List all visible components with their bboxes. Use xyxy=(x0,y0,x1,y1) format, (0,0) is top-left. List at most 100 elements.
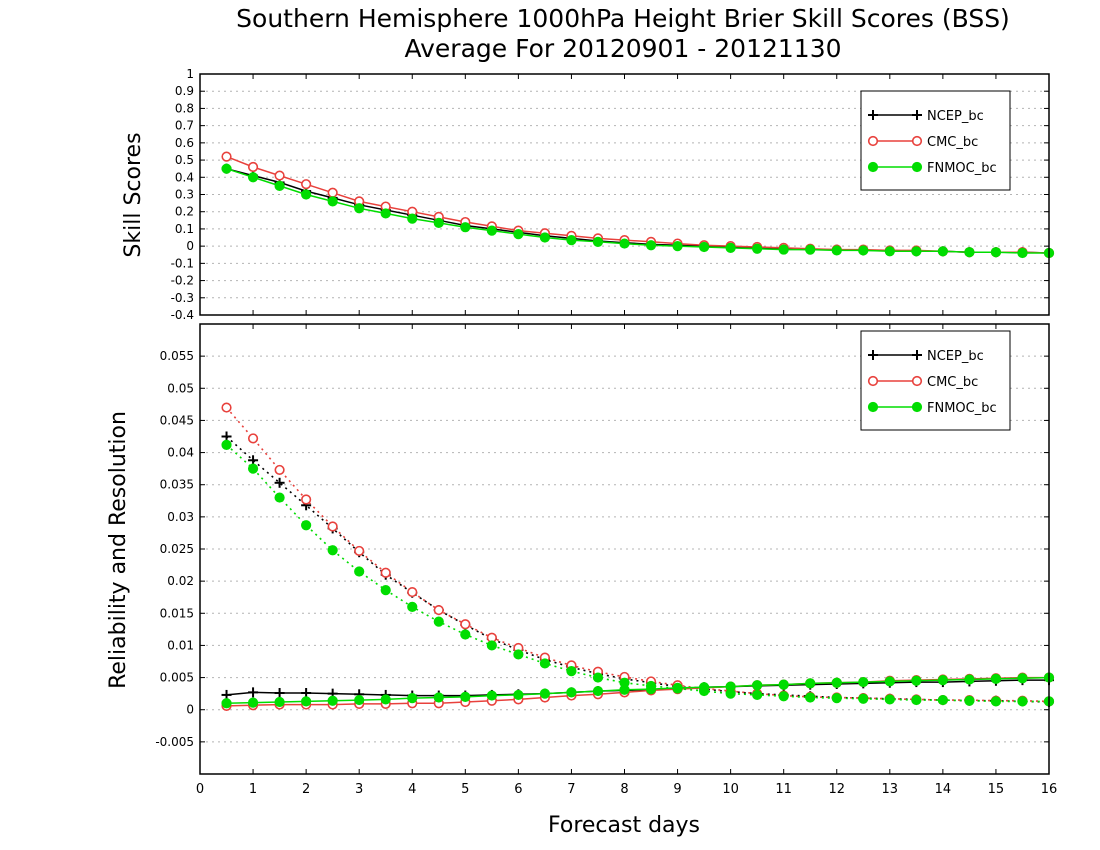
data-point xyxy=(327,521,338,532)
data-point xyxy=(486,640,497,651)
data-point xyxy=(884,246,895,257)
data-point xyxy=(858,693,869,704)
legend-label: NCEP_bc xyxy=(927,349,984,364)
data-point xyxy=(911,246,922,257)
data-point xyxy=(698,685,710,697)
plot-frame xyxy=(199,73,1050,316)
data-point xyxy=(460,691,471,702)
data-point xyxy=(805,244,816,255)
data-point xyxy=(964,674,975,685)
data-point xyxy=(486,225,497,236)
y-tick-label: 0.04 xyxy=(167,446,194,460)
data-point xyxy=(274,477,285,488)
x-axis-title: Forecast days xyxy=(548,813,700,838)
y-tick-label: 0.1 xyxy=(175,222,194,236)
y-tick-label: 0.2 xyxy=(175,205,194,219)
data-point xyxy=(619,238,630,249)
x-tick-label: 1 xyxy=(249,782,257,797)
data-point xyxy=(274,170,285,181)
data-point xyxy=(460,629,471,640)
data-point xyxy=(805,678,816,689)
legend-marker xyxy=(911,375,923,387)
series-fnmoc-bc xyxy=(221,163,1055,259)
legend-marker xyxy=(867,135,879,147)
data-point xyxy=(672,683,683,694)
y-tick-label: -0.005 xyxy=(155,735,194,749)
data-point xyxy=(327,187,338,198)
legend-marker xyxy=(868,350,878,360)
data-point xyxy=(407,693,418,704)
y-tick-label: 0.055 xyxy=(160,349,194,363)
data-point xyxy=(990,247,1002,258)
data-point xyxy=(247,463,259,474)
data-point xyxy=(327,196,338,207)
data-point xyxy=(354,203,365,214)
data-point xyxy=(380,585,391,596)
x-tick-label: 3 xyxy=(355,782,363,797)
legend-entry-ncep-bc: NCEP_bc xyxy=(868,349,984,364)
data-point xyxy=(248,687,259,698)
data-point xyxy=(592,685,604,697)
y-tick-label: 0.4 xyxy=(175,170,194,184)
x-tick-label: 7 xyxy=(567,782,575,797)
data-point xyxy=(911,694,922,706)
y-tick-label: 0.005 xyxy=(160,671,194,685)
data-point xyxy=(247,172,259,183)
x-tick-label: 12 xyxy=(828,782,845,797)
legend-label: FNMOC_bc xyxy=(927,401,997,416)
data-point xyxy=(407,601,418,612)
data-point xyxy=(460,222,471,233)
data-point xyxy=(752,680,763,691)
x-tick-label: 16 xyxy=(1041,782,1058,797)
y-tick-label: 0.015 xyxy=(160,606,194,620)
data-point xyxy=(433,604,444,616)
data-point xyxy=(380,567,391,578)
data-point xyxy=(831,245,842,256)
data-point xyxy=(247,161,259,173)
data-point xyxy=(380,694,391,705)
data-point xyxy=(433,616,444,627)
data-point xyxy=(964,247,975,258)
data-point xyxy=(566,687,577,698)
x-tick-label: 4 xyxy=(408,782,416,797)
data-point xyxy=(539,658,551,669)
chart-title: Southern Hemisphere 1000hPa Height Brier… xyxy=(236,4,1010,33)
legend-marker xyxy=(868,110,878,120)
legend-marker xyxy=(912,110,922,120)
y-tick-label: 0.045 xyxy=(160,413,194,427)
data-point xyxy=(354,694,365,706)
data-point xyxy=(964,695,975,706)
legend-entry-cmc-bc: CMC_bc xyxy=(867,135,978,150)
data-point xyxy=(831,677,842,688)
legend-label: CMC_bc xyxy=(927,135,978,150)
data-point xyxy=(221,163,232,174)
data-point xyxy=(327,545,338,556)
data-point xyxy=(990,696,1002,707)
data-point xyxy=(221,439,232,450)
y-tick-label: 0.02 xyxy=(167,574,194,588)
x-tick-label: 10 xyxy=(722,782,739,797)
data-point xyxy=(221,151,232,162)
y-tick-label: 0 xyxy=(186,703,194,717)
data-point xyxy=(460,619,471,630)
data-point xyxy=(221,402,232,413)
y-tick-label: -0.3 xyxy=(171,291,194,305)
legend-marker xyxy=(911,135,923,147)
data-point xyxy=(433,692,444,703)
data-point xyxy=(513,689,524,701)
data-point xyxy=(911,675,922,686)
top-y-axis-title: Skill Scores xyxy=(121,132,146,257)
legend-entry-fnmoc-bc: FNMOC_bc xyxy=(867,161,997,176)
x-tick-label: 11 xyxy=(775,782,792,797)
data-point xyxy=(937,675,948,686)
data-point xyxy=(486,690,497,701)
data-point xyxy=(274,464,285,476)
y-tick-label: 0.3 xyxy=(175,188,194,202)
legend: NCEP_bc CMC_bc FNMOC_bc xyxy=(860,330,1011,431)
data-point xyxy=(301,494,312,505)
data-point xyxy=(354,545,365,557)
data-point xyxy=(937,694,948,706)
y-tick-label: -0.2 xyxy=(171,274,194,288)
data-point xyxy=(990,673,1002,684)
data-point xyxy=(1017,247,1028,259)
